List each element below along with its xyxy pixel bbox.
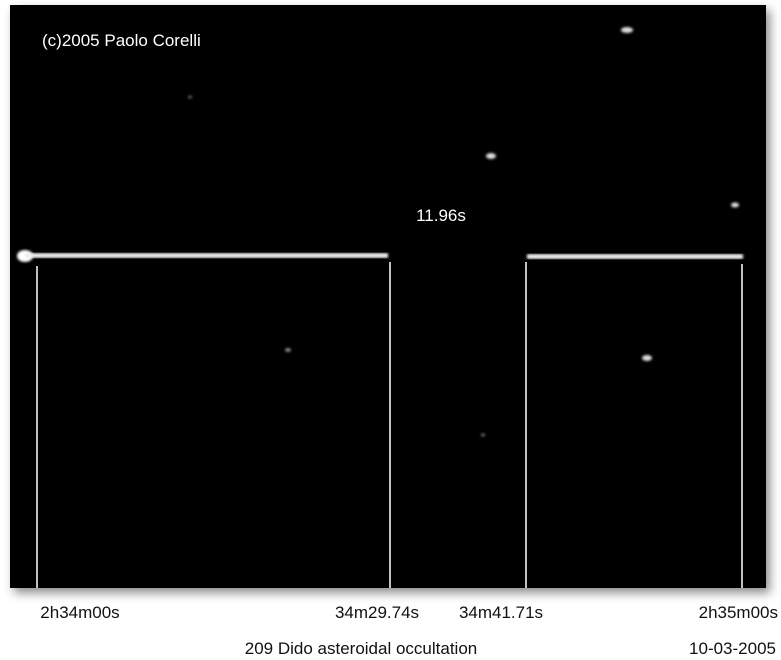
star-trail [17, 250, 743, 262]
timing-markers [36, 262, 743, 588]
time-label: 34m41.71s [459, 603, 543, 622]
duration-label: 11.96s [416, 206, 466, 225]
credit: (c)2005 Paolo Corelli [42, 31, 201, 50]
caption: 209 Dido asteroidal occultation [245, 639, 477, 658]
date: 10-03-2005 [689, 639, 776, 658]
time-label: 2h34m00s [40, 603, 119, 622]
stars [188, 27, 739, 437]
time-label: 34m29.74s [335, 603, 419, 622]
photo-background [10, 5, 766, 588]
time-label: 2h35m00s [699, 603, 778, 622]
